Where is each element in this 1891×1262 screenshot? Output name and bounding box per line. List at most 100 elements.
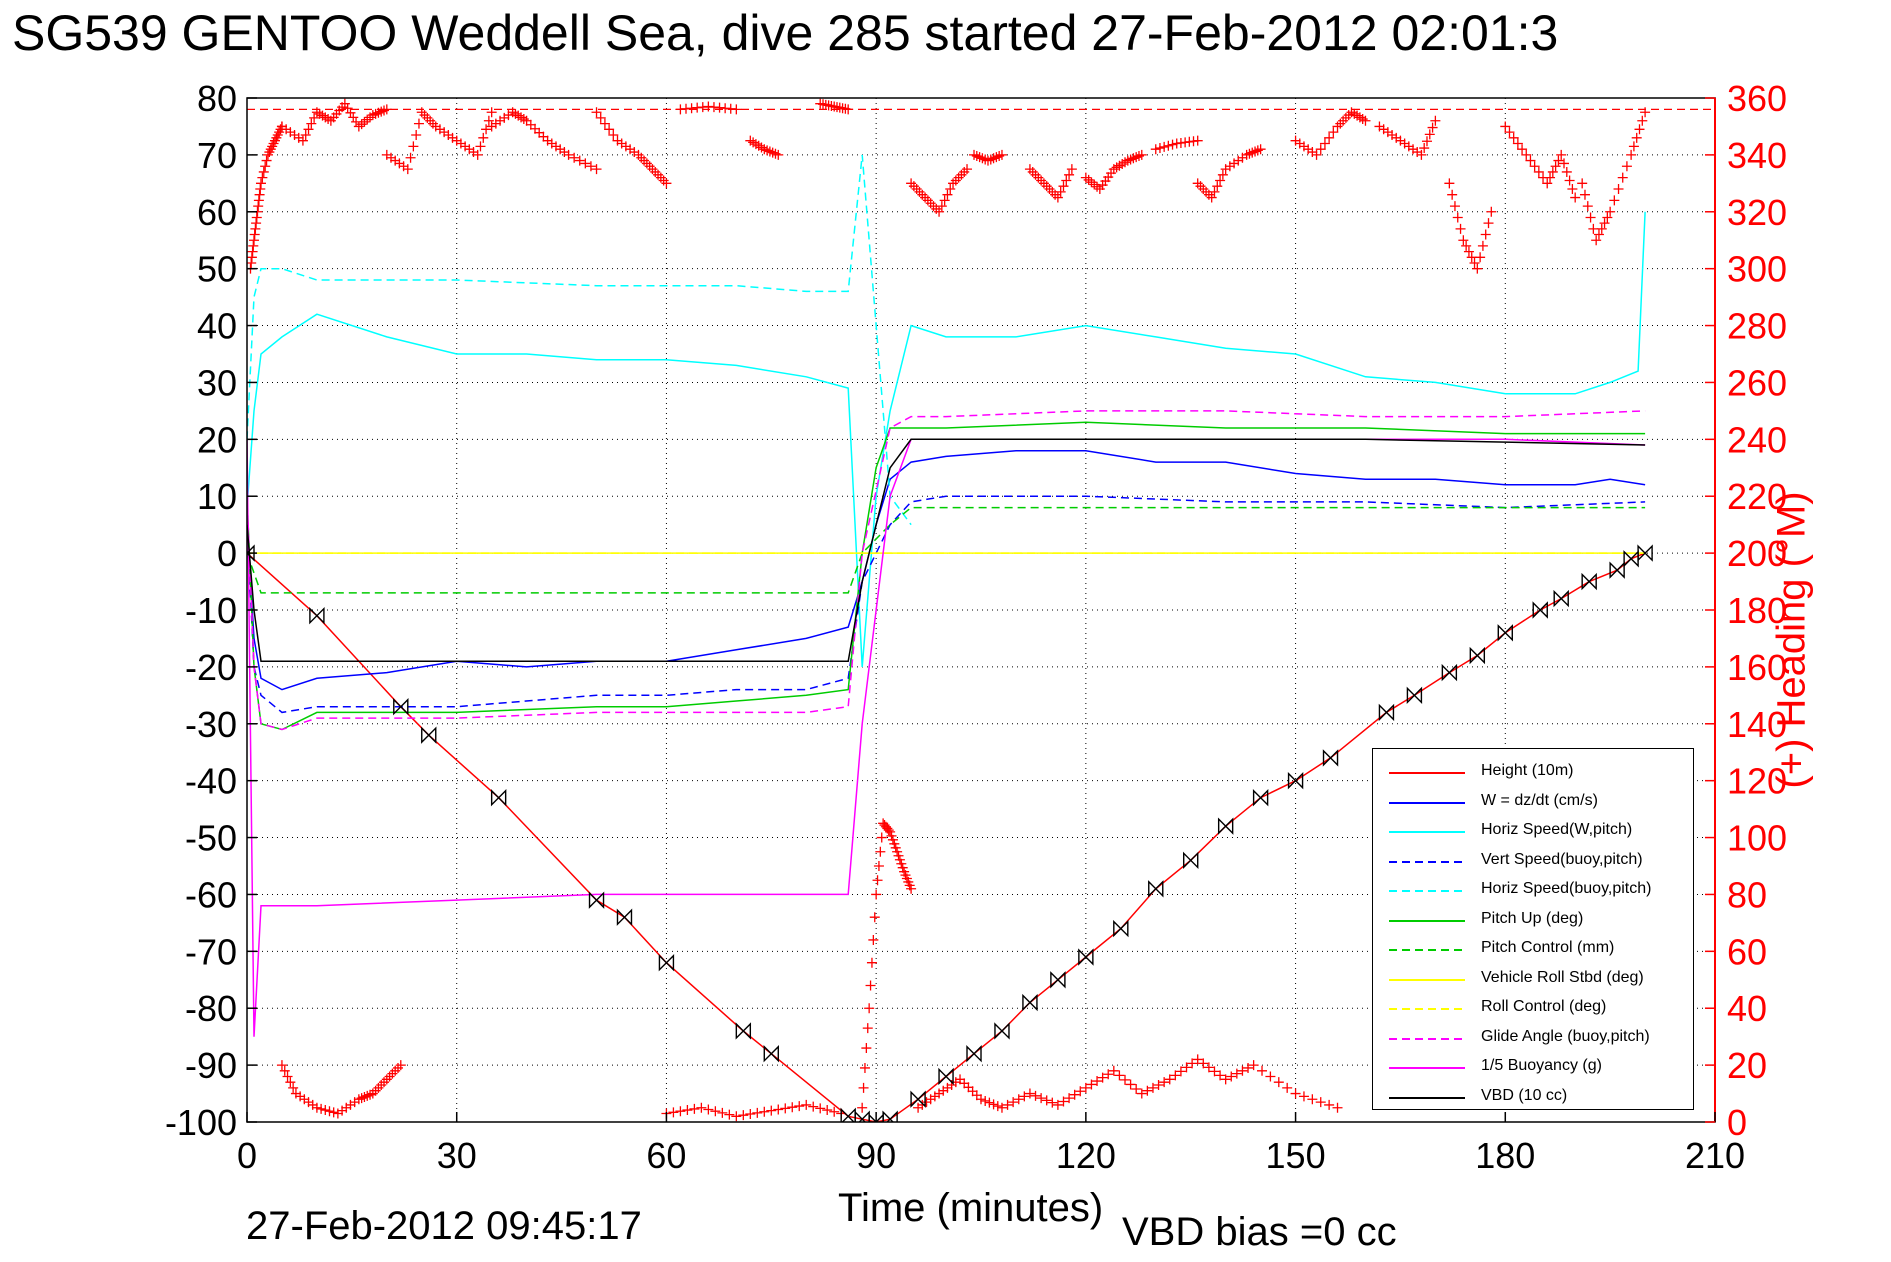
heading-marker: [1444, 178, 1455, 189]
x-tick-label: 0: [237, 1135, 257, 1176]
legend-swatch: [1389, 831, 1465, 833]
heading-marker: [934, 206, 945, 217]
heading-marker: [862, 1023, 873, 1034]
heading-marker: [1452, 212, 1463, 223]
heading-marker: [1421, 136, 1432, 147]
heading-marker: [1596, 223, 1607, 234]
heading-marker: [876, 832, 887, 843]
heading-marker: [1504, 127, 1515, 138]
heading-marker: [696, 1102, 707, 1113]
heading-marker: [1556, 149, 1567, 160]
x-tick-label: 60: [646, 1135, 686, 1176]
heading-marker: [1097, 1072, 1108, 1083]
heading-marker: [1430, 115, 1441, 126]
y-tick-label: -40: [185, 761, 237, 802]
depth-marker: [1532, 601, 1548, 619]
heading-marker: [815, 1103, 826, 1114]
y2-tick-label: 260: [1727, 362, 1787, 403]
heading-marker: [731, 1111, 742, 1122]
heading-marker: [486, 107, 497, 118]
depth-marker: [247, 544, 255, 562]
heading-marker: [255, 184, 266, 195]
legend-item-1-5-buoyancy-g: 1/5 Buoyancy (g): [1373, 1054, 1693, 1082]
heading-marker: [1640, 107, 1651, 118]
heading-marker: [1167, 139, 1178, 150]
heading-marker: [1631, 132, 1642, 143]
legend-label: Pitch Up (deg): [1481, 909, 1584, 927]
depth-marker: [421, 726, 437, 744]
heading-marker: [1455, 223, 1466, 234]
heading-marker: [1248, 1060, 1259, 1071]
heading-marker: [1163, 140, 1174, 151]
heading-marker: [724, 1109, 735, 1120]
heading-marker: [843, 104, 854, 115]
y-tick-label: -50: [185, 818, 237, 859]
heading-marker: [1198, 1058, 1209, 1069]
heading-marker: [405, 152, 416, 163]
heading-marker: [1080, 1082, 1091, 1093]
heading-marker: [808, 1101, 819, 1112]
heading-marker: [794, 1101, 805, 1112]
heading-marker: [316, 1103, 327, 1114]
heading-marker: [773, 1104, 784, 1115]
heading-marker: [1103, 1069, 1114, 1080]
heading-marker: [1136, 1088, 1147, 1099]
heading-marker: [249, 229, 260, 240]
x-tick-label: 120: [1056, 1135, 1116, 1176]
heading-marker: [381, 104, 392, 115]
heading-marker: [1220, 1074, 1231, 1085]
heading-marker: [1273, 1077, 1284, 1088]
depth-marker: [1497, 624, 1513, 642]
heading-marker: [717, 1107, 728, 1118]
heading-marker: [1243, 1062, 1254, 1073]
depth-marker: [309, 606, 325, 625]
legend: Height (10m) W = dz/dt (cm/s) Horiz Speed(…: [1372, 748, 1694, 1110]
heading-marker: [311, 1102, 322, 1113]
y2-tick-label: 340: [1727, 135, 1787, 176]
legend-label: Horiz Speed(buoy,pitch): [1481, 880, 1652, 897]
heading-marker: [1019, 1091, 1030, 1102]
heading-marker: [247, 257, 257, 268]
heading-markers: [247, 98, 1715, 1122]
heading-marker: [872, 875, 883, 886]
heading-marker: [402, 164, 413, 175]
y-tick-label: -70: [185, 931, 237, 972]
heading-marker: [1041, 1095, 1052, 1106]
heading-marker: [871, 889, 882, 900]
legend-swatch: [1389, 860, 1465, 863]
legend-label: Roll Control (deg): [1481, 998, 1607, 1015]
legend-item-height-10m: Height (10m): [1373, 759, 1693, 787]
heading-marker: [773, 149, 784, 160]
heading-marker: [1542, 178, 1553, 189]
heading-marker: [1324, 1099, 1335, 1110]
heading-marker: [251, 212, 262, 223]
heading-marker: [1416, 149, 1427, 160]
depth-marker: [735, 1022, 752, 1040]
heading-marker: [1486, 206, 1497, 217]
heading-marker: [1114, 1070, 1125, 1081]
y-tick-label: -30: [185, 704, 237, 745]
heading-marker: [585, 161, 596, 172]
heading-marker: [1599, 218, 1610, 229]
heading-marker: [1203, 1062, 1214, 1073]
heading-marker: [282, 1071, 293, 1082]
x-axis-ticks: 0 30 60 90 120 150 180 210: [237, 1112, 1745, 1176]
heading-marker: [1319, 138, 1330, 149]
legend-swatch: [1389, 949, 1465, 951]
y-tick-label: -60: [185, 874, 237, 915]
heading-marker: [1030, 1090, 1041, 1101]
heading-marker: [861, 1043, 872, 1054]
heading-marker: [1469, 257, 1480, 268]
heading-marker: [869, 912, 880, 923]
y-tick-label: 60: [197, 192, 237, 233]
heading-marker: [413, 118, 424, 129]
legend-swatch: [1389, 772, 1465, 774]
heading-marker: [1311, 149, 1322, 160]
heading-marker: [1064, 169, 1075, 180]
x-tick-label: 30: [437, 1135, 477, 1176]
y-tick-label: 80: [197, 78, 237, 119]
heading-marker: [253, 195, 264, 206]
heading-marker: [710, 1106, 721, 1117]
depth-marker: [1252, 789, 1269, 807]
legend-item-horiz-speed-w-pitch: Horiz Speed(W,pitch): [1373, 818, 1693, 846]
